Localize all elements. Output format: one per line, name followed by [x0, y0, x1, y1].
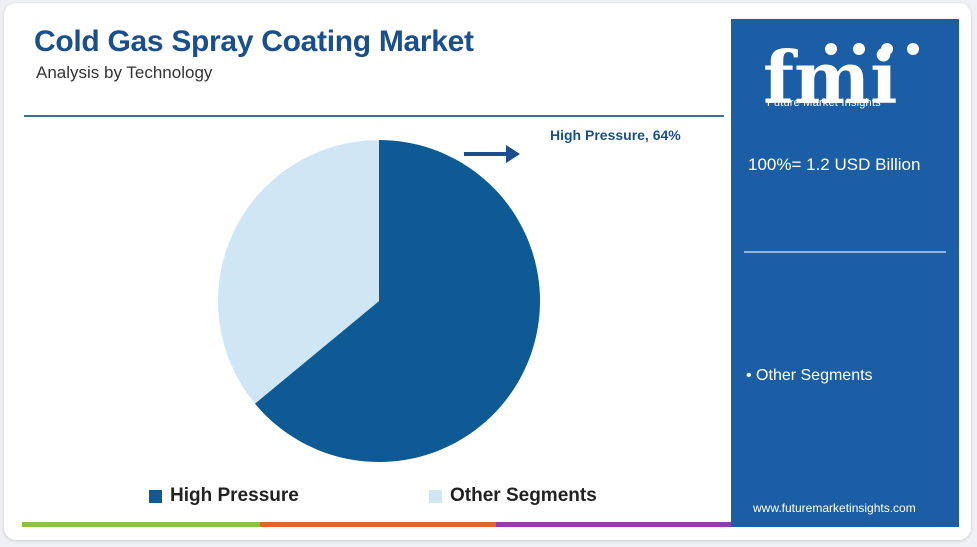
title-divider [24, 115, 724, 117]
info-sidebar: fmi Future Market Insights 100%= 1.2 USD… [731, 19, 959, 527]
bottom-color-bar [22, 522, 731, 527]
callout-arrow-icon [464, 145, 520, 163]
bottom-bar-orange [260, 522, 496, 527]
bottom-bar-purple [496, 522, 731, 527]
chart-card: Cold Gas Spray Coating Market Analysis b… [4, 3, 971, 540]
bottom-bar-green [22, 522, 260, 527]
market-total: 100%= 1.2 USD Billion [748, 155, 921, 174]
other-segments-note: • Other Segments [746, 367, 873, 384]
legend-label-high-pressure: High Pressure [170, 485, 299, 506]
sidebar-divider [744, 251, 946, 253]
legend-item-other-segments: Other Segments [429, 485, 597, 507]
legend-swatch-other-segments [429, 489, 442, 503]
pie-slice-high-pressure [254, 140, 540, 462]
pie-slice-other-segments [217, 140, 379, 404]
pie-chart [217, 140, 540, 462]
legend-item-high-pressure: High Pressure [149, 485, 299, 507]
high-pressure-callout: High Pressure, 64% [550, 127, 681, 143]
fmi-logo: fmi [763, 35, 919, 120]
website-link[interactable]: www.futuremarketinsights.com [753, 501, 916, 515]
chart-subtitle: Analysis by Technology [36, 63, 213, 82]
legend-swatch-high-pressure [149, 489, 162, 503]
brand-caption: Future Market Insights [767, 97, 881, 109]
legend-label-other-segments: Other Segments [450, 485, 597, 506]
chart-title: Cold Gas Spray Coating Market [34, 25, 474, 58]
